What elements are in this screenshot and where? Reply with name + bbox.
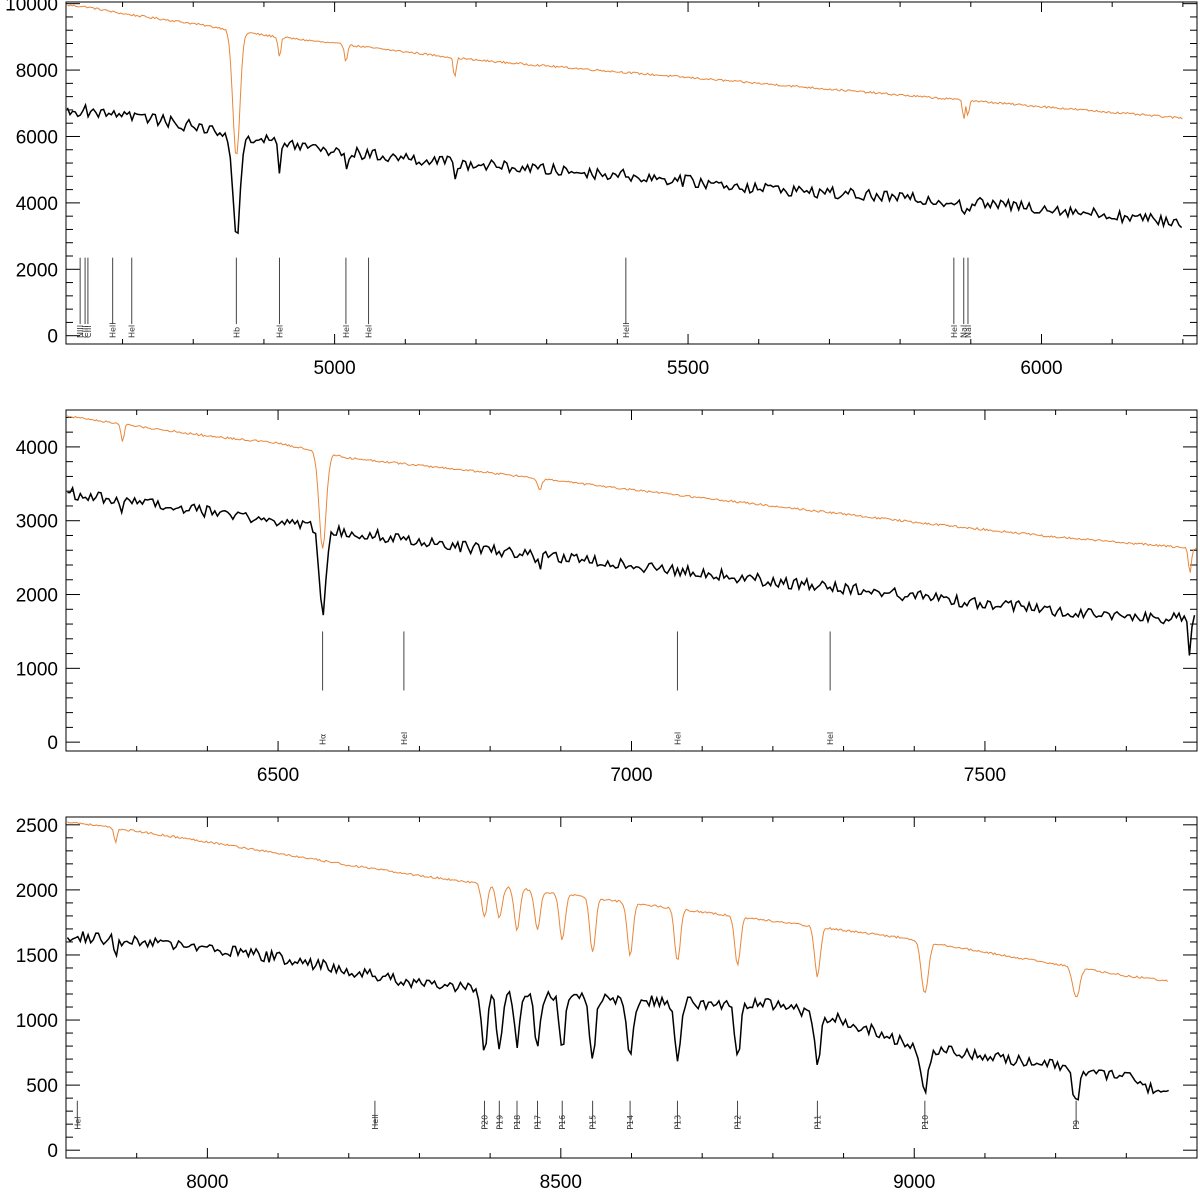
y-tick-label: 1000: [16, 659, 58, 680]
y-tick-label: 2000: [16, 260, 58, 281]
y-tick-label: 0: [47, 1141, 58, 1162]
model-spectrum-line: [67, 4, 1183, 155]
line-id-label: P18: [513, 1115, 522, 1130]
line-id-label: P11: [813, 1115, 822, 1130]
plot-frame: [65, 816, 1198, 1159]
line-id-label: P15: [589, 1115, 598, 1130]
x-tick-label: 5000: [313, 358, 355, 379]
line-id-label: HeI: [950, 325, 959, 338]
y-tick-label: 3000: [16, 512, 58, 533]
line-id-label: P19: [495, 1115, 504, 1130]
line-id-label: P16: [558, 1115, 567, 1130]
x-tick-label: 6000: [1020, 358, 1062, 379]
x-tick-label: 8500: [540, 1172, 582, 1193]
x-tick-label: 6500: [257, 765, 299, 786]
line-id-label: CIII: [81, 325, 90, 338]
line-id-label: HeI: [365, 325, 374, 338]
line-id-label: P13: [673, 1115, 682, 1130]
y-tick-label: 4000: [16, 194, 58, 215]
y-tick-label: 4000: [16, 438, 58, 459]
line-id-label: HeII: [109, 322, 118, 338]
model-spectrum-line: [67, 821, 1169, 998]
line-id-label: HeI: [400, 732, 409, 745]
line-id-label: HeI: [826, 732, 835, 745]
plot-frame: [65, 409, 1198, 752]
x-tick-label: 7500: [964, 765, 1006, 786]
spectrum-panel-3: 8000 8500 9000 0 500 1000 1500 2000 2500 HeI HeII P…: [16, 816, 1198, 1193]
x-tick-label: 7000: [610, 765, 652, 786]
line-id-label: P10: [921, 1115, 930, 1130]
model-spectrum-line: [67, 415, 1197, 573]
y-tick-label: 2000: [16, 586, 58, 607]
line-id-label: Hb: [232, 327, 241, 338]
line-id-label: P12: [734, 1115, 743, 1130]
x-tick-label: 8000: [186, 1172, 228, 1193]
y-tick-label: 0: [47, 327, 58, 348]
line-id-label: P17: [533, 1115, 542, 1130]
line-id-label: NaI: [960, 325, 969, 338]
y-tick-label: 1000: [16, 1011, 58, 1032]
x-tick-label: 9000: [893, 1172, 935, 1193]
line-id-label: HeI: [275, 325, 284, 338]
line-id-label: HeI: [128, 325, 137, 338]
line-id-label: HeI: [73, 1116, 82, 1129]
line-id-label: P20: [480, 1115, 489, 1130]
observed-spectrum-line: [66, 102, 1183, 235]
line-id-label: HeI: [342, 325, 351, 338]
y-tick-label: 1500: [16, 946, 58, 967]
line-id-label: CIII: [84, 325, 93, 338]
spectrum-panel-1: 5000 5500 6000 0 2000 4000 6000 8000 10000 NIIICI…: [5, 0, 1198, 379]
line-id-label: HeII: [371, 1114, 380, 1130]
x-tick-label: 5500: [667, 358, 709, 379]
line-id-label: HeII: [622, 322, 631, 338]
y-tick-label: 10000: [5, 0, 58, 16]
y-tick-label: 2000: [16, 881, 58, 902]
line-id-label: P14: [626, 1115, 635, 1130]
observed-spectrum-line: [67, 485, 1196, 656]
y-tick-label: 0: [47, 733, 58, 754]
plot-frame: [65, 1, 1198, 345]
y-tick-label: 6000: [16, 127, 58, 148]
y-tick-label: 8000: [16, 61, 58, 82]
line-id-label: P9: [1072, 1120, 1081, 1130]
line-id-label: NaI: [964, 325, 973, 338]
line-id-label: NIII: [76, 325, 85, 338]
y-tick-label: 500: [26, 1076, 58, 1097]
spectrum-panel-2: 6500 7000 7500 0 1000 2000 3000 4000 Hα HeI HeI HeI: [16, 409, 1198, 786]
line-id-label: HeI: [673, 732, 682, 745]
observed-spectrum-line: [66, 931, 1169, 1101]
y-tick-label: 2500: [16, 816, 58, 837]
line-id-label: Hα: [319, 734, 328, 745]
